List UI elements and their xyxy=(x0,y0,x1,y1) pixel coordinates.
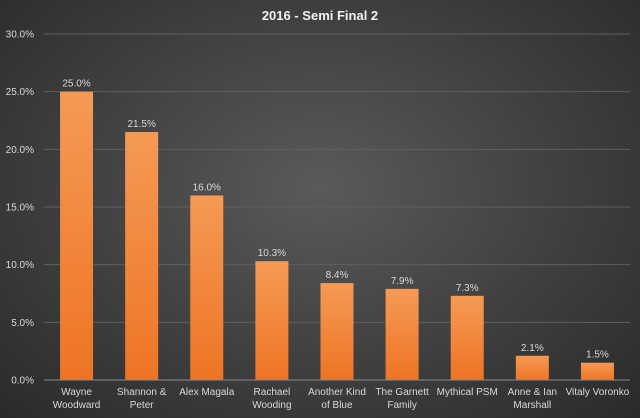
data-label: 8.4% xyxy=(326,270,349,281)
data-labels: 25.0% 21.5% 16.0% 10.3% 8.4% 7.9% 7.3% 2.1% 1.5% xyxy=(62,79,609,361)
data-label: 21.5% xyxy=(127,119,155,130)
x-category-label: Mythical PSM xyxy=(437,387,498,398)
x-category-label: Vitaly Voronko xyxy=(566,387,630,398)
x-category-label: Alex Magala xyxy=(179,387,234,398)
x-category-label: Another Kind of Blue xyxy=(308,387,366,411)
x-category-label: The Garnett Family xyxy=(375,387,429,411)
y-tick-label: 5.0% xyxy=(11,318,34,329)
data-label: 7.9% xyxy=(391,276,414,287)
y-tick-label: 10.0% xyxy=(6,260,34,271)
data-label: 16.0% xyxy=(193,182,221,193)
data-label: 10.3% xyxy=(258,248,286,259)
x-category-label: Anne & Ian Marshall xyxy=(508,387,557,411)
y-tick-label: 15.0% xyxy=(6,203,34,214)
y-tick-label: 20.0% xyxy=(6,145,34,156)
bar xyxy=(60,91,94,381)
x-category-label: Wayne Woodward xyxy=(53,387,101,411)
bar xyxy=(320,283,354,380)
y-tick-label: 0.0% xyxy=(11,376,34,387)
y-axis-ticks: 0.0% 5.0% 10.0% 15.0% 20.0% 25.0% 30.0% xyxy=(6,30,34,387)
bar xyxy=(190,195,224,380)
bar xyxy=(515,355,549,380)
data-label: 2.1% xyxy=(521,343,544,354)
bar xyxy=(385,288,419,380)
bar xyxy=(580,362,614,380)
bar xyxy=(450,295,484,380)
bar xyxy=(125,132,159,380)
x-category-label: Shannon & Peter xyxy=(117,387,167,411)
x-axis-categories: Wayne Woodward Shannon & Peter Alex Magala Ra… xyxy=(53,387,630,411)
data-label: 25.0% xyxy=(62,79,90,90)
data-label: 1.5% xyxy=(586,350,609,361)
bar xyxy=(255,261,289,380)
chart-title: 2016 - Semi Final 2 xyxy=(262,8,378,23)
y-tick-label: 25.0% xyxy=(6,87,34,98)
data-label: 7.3% xyxy=(456,283,479,294)
x-category-label: Rachael Wooding xyxy=(252,387,291,411)
bars xyxy=(60,91,614,381)
y-tick-label: 30.0% xyxy=(6,30,34,41)
